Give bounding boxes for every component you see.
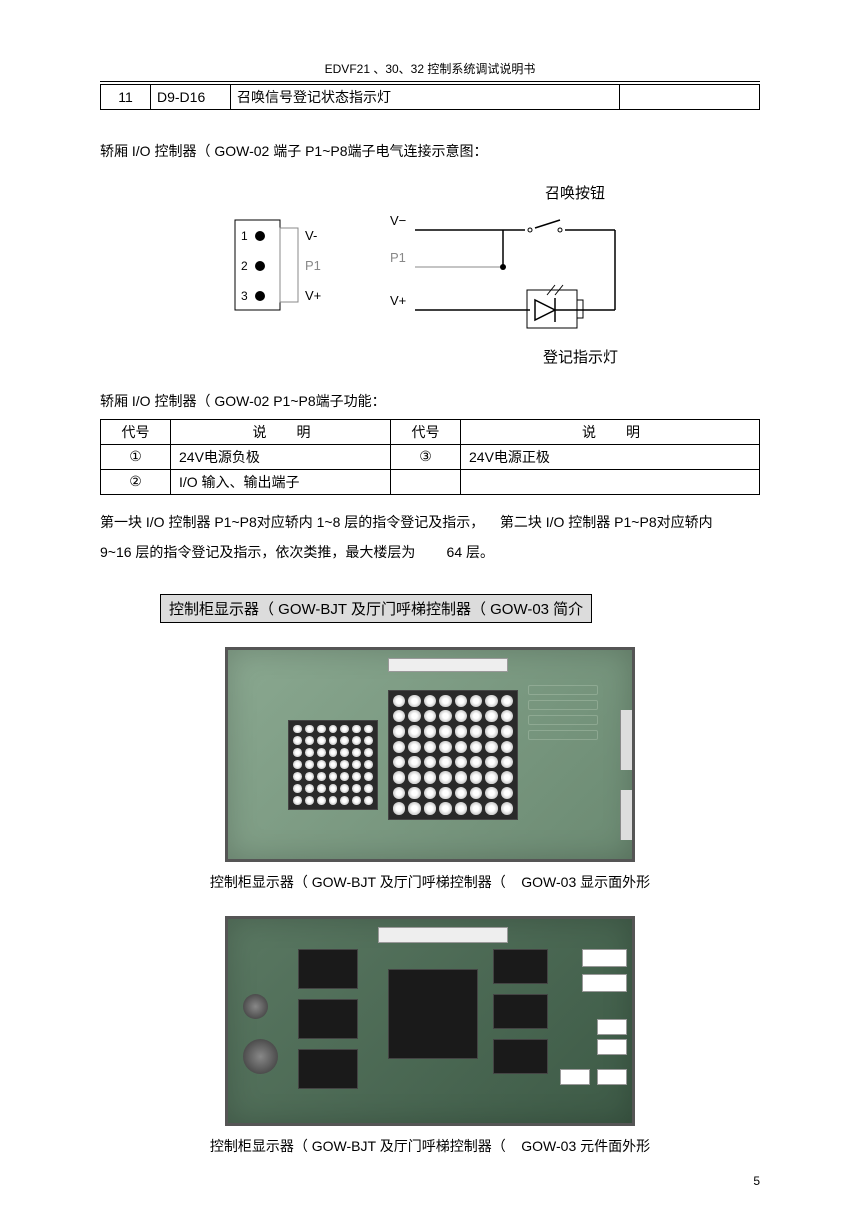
chip bbox=[493, 994, 548, 1029]
connector bbox=[560, 1069, 590, 1085]
paragraph-function: 轿厢 I/O 控制器（ GOW-02 P1~P8端子功能： bbox=[100, 390, 760, 412]
paragraph-connection: 轿厢 I/O 控制器（ GOW-02 端子 P1~P8端子电气连接示意图： bbox=[100, 140, 760, 162]
caption-component: 控制柜显示器（ GOW-BJT 及厅门呼梯控制器（ GOW-03 元件面外形 bbox=[100, 1136, 760, 1156]
cell-num: 11 bbox=[101, 85, 151, 110]
side-connector bbox=[620, 790, 632, 840]
pcb2-container bbox=[100, 916, 760, 1126]
indicator-label: 登记指示灯 bbox=[543, 349, 618, 366]
p12-label: P1 bbox=[390, 250, 406, 265]
page-header-title: EDVF21 、30、32 控制系统调试说明书 bbox=[100, 60, 760, 77]
top-connector bbox=[378, 927, 508, 943]
table-row: ② I/O 输入、输出端子 bbox=[101, 469, 760, 494]
chip bbox=[493, 1039, 548, 1074]
chip-main bbox=[388, 969, 478, 1059]
capacitor bbox=[243, 1039, 278, 1074]
top-indicator-table: 11 D9-D16 召唤信号登记状态指示灯 bbox=[100, 84, 760, 110]
chip bbox=[298, 1049, 358, 1089]
cell-desc: 召唤信号登记状态指示灯 bbox=[231, 85, 620, 110]
dotmatrix-small bbox=[288, 720, 378, 810]
th-desc2: 说明 bbox=[461, 419, 760, 444]
button-label: 召唤按钮 bbox=[545, 185, 605, 202]
chip bbox=[298, 999, 358, 1039]
pin3-label: 3 bbox=[241, 289, 248, 303]
vplus-label: V+ bbox=[305, 288, 321, 303]
th-desc: 说明 bbox=[171, 419, 391, 444]
vminus2-label: V− bbox=[390, 213, 406, 228]
trace bbox=[528, 685, 598, 695]
trace bbox=[528, 730, 598, 740]
cell-code: D9-D16 bbox=[151, 85, 231, 110]
pcb1-container bbox=[100, 647, 760, 862]
wiring-diagram: 1 2 3 V- P1 V+ 召唤按钮 登记指示灯 V− P1 V+ bbox=[100, 180, 760, 370]
paragraph-layers-a: 第一块 I/O 控制器 P1~P8对应轿内 1~8 层的指令登记及指示， 第二块… bbox=[100, 511, 760, 533]
table-header-row: 代号 说明 代号 说明 bbox=[101, 419, 760, 444]
cell bbox=[461, 469, 760, 494]
pin1-label: 1 bbox=[241, 229, 248, 243]
connector bbox=[582, 949, 627, 967]
pin2-label: 2 bbox=[241, 259, 248, 273]
capacitor bbox=[243, 994, 268, 1019]
dotmatrix-big bbox=[388, 690, 518, 820]
cell bbox=[391, 469, 461, 494]
trace bbox=[528, 700, 598, 710]
header-rule bbox=[100, 81, 760, 82]
th-code: 代号 bbox=[101, 419, 171, 444]
side-connector bbox=[620, 710, 632, 770]
cell: 24V电源正极 bbox=[461, 444, 760, 469]
connector bbox=[597, 1039, 627, 1055]
pcb-component-board bbox=[225, 916, 635, 1126]
chip bbox=[493, 949, 548, 984]
cell: ③ bbox=[391, 444, 461, 469]
vminus-label: V- bbox=[305, 228, 317, 243]
top-connector bbox=[388, 658, 508, 672]
chip bbox=[298, 949, 358, 989]
page-number: 5 bbox=[753, 1174, 760, 1188]
cell: ① bbox=[101, 444, 171, 469]
table-row: ① 24V电源负极 ③ 24V电源正极 bbox=[101, 444, 760, 469]
connector bbox=[597, 1069, 627, 1085]
vplus2-label: V+ bbox=[390, 293, 406, 308]
th-code2: 代号 bbox=[391, 419, 461, 444]
cell: I/O 输入、输出端子 bbox=[171, 469, 391, 494]
paragraph-layers-b: 9~16 层的指令登记及指示，依次类推，最大楼层为 64 层。 bbox=[100, 541, 760, 563]
trace bbox=[528, 715, 598, 725]
section-title: 控制柜显示器（ GOW-BJT 及厅门呼梯控制器（ GOW-03 简介 bbox=[160, 594, 592, 623]
wiring-svg: 1 2 3 V- P1 V+ 召唤按钮 登记指示灯 V− P1 V+ bbox=[215, 180, 645, 370]
connector bbox=[597, 1019, 627, 1035]
caption-display: 控制柜显示器（ GOW-BJT 及厅门呼梯控制器（ GOW-03 显示面外形 bbox=[100, 872, 760, 892]
p1-label: P1 bbox=[305, 258, 321, 273]
function-table: 代号 说明 代号 说明 ① 24V电源负极 ③ 24V电源正极 ② I/O 输入… bbox=[100, 419, 760, 495]
pcb-display-board bbox=[225, 647, 635, 862]
cell-note bbox=[620, 85, 760, 110]
connector bbox=[582, 974, 627, 992]
cell: 24V电源负极 bbox=[171, 444, 391, 469]
cell: ② bbox=[101, 469, 171, 494]
table-row: 11 D9-D16 召唤信号登记状态指示灯 bbox=[101, 85, 760, 110]
